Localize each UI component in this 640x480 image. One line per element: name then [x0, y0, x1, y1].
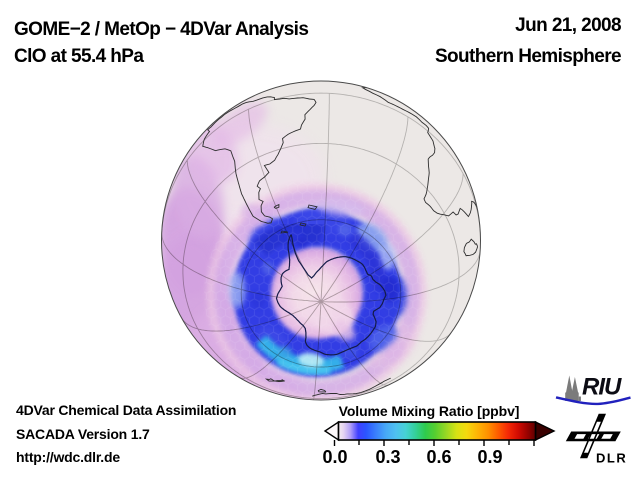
- svg-text:GOME−2 / MetOp − 4DVar Analysi: GOME−2 / MetOp − 4DVar Analysis: [14, 19, 308, 40]
- svg-text:RIU: RIU: [582, 374, 622, 401]
- svg-text:DLR: DLR: [596, 451, 627, 466]
- svg-text:Southern Hemisphere: Southern Hemisphere: [435, 46, 621, 67]
- svg-text:4DVar Chemical Data Assimilati: 4DVar Chemical Data Assimilation: [16, 402, 236, 418]
- svg-text:0.3: 0.3: [375, 447, 400, 467]
- svg-text:ClO at 55.4 hPa: ClO at 55.4 hPa: [14, 46, 144, 67]
- svg-text:http://wdc.dlr.de: http://wdc.dlr.de: [16, 449, 120, 465]
- svg-text:0.6: 0.6: [426, 447, 451, 467]
- svg-text:Volume Mixing Ratio [ppbv]: Volume Mixing Ratio [ppbv]: [339, 403, 520, 419]
- svg-text:0.0: 0.0: [322, 447, 347, 467]
- svg-text:Jun 21, 2008: Jun 21, 2008: [515, 15, 621, 36]
- svg-text:0.9: 0.9: [477, 447, 502, 467]
- svg-text:SACADA Version 1.7: SACADA Version 1.7: [16, 426, 150, 442]
